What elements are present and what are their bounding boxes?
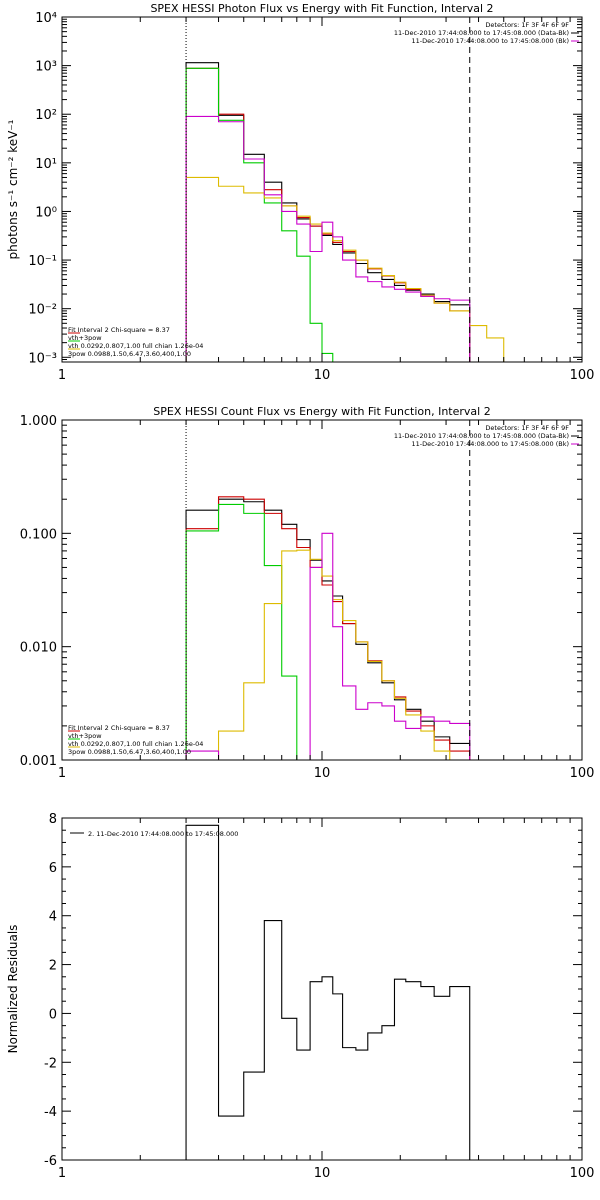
- series-5-line: [185, 115, 471, 362]
- x-tick-label: 10: [314, 368, 331, 383]
- plot-frame: [61, 817, 583, 1161]
- data-series-group: [185, 62, 505, 362]
- x-tick-label: 1: [58, 1166, 66, 1181]
- series-5-line: [185, 532, 471, 760]
- x-tick-label: 10: [314, 1166, 331, 1181]
- y-axis-label: photons s⁻¹ cm⁻² keV⁻¹: [6, 119, 20, 259]
- y-tick-label: 10⁰: [35, 205, 57, 220]
- series-4-line: [217, 549, 451, 760]
- fit-legend-text: vth 0.0292,0.807,1.00 full chian 1.26e-0…: [68, 342, 203, 350]
- y-tick-label: 2: [49, 959, 57, 974]
- y-tick-label: 4: [49, 910, 57, 925]
- y-tick-label: -4: [44, 1105, 57, 1120]
- series-3-line: [185, 67, 334, 362]
- y-tick-label: 10¹: [35, 157, 57, 172]
- x-tick-label: 100: [570, 766, 595, 781]
- legend-text: 11-Dec-2010 17:44:08.000 to 17:45:08.000…: [412, 440, 570, 448]
- fit-legend-text: 3pow 0.0988,1.50,6.47,3.60,400,1.00: [68, 748, 191, 756]
- series-2-line: [185, 67, 471, 362]
- chart-panel-3: Normalized Residuals 1 10 100 -6 -4 -2 0 2 4 6 8 2. …: [6, 812, 594, 1181]
- legend-text: 11-Dec-2010 17:44:08.000 to 17:45:08.000…: [394, 29, 569, 37]
- fit-legend-text: Fit Interval 2 Chi-square = 8.37: [68, 724, 170, 732]
- y-tick-label: 10⁻²: [28, 303, 57, 318]
- y-tick-label: -2: [44, 1056, 57, 1071]
- series-3-line: [185, 503, 298, 760]
- legend-text: 11-Dec-2010 17:44:08.000 to 17:45:08.000…: [412, 37, 570, 45]
- x-tick-label: 100: [570, 1166, 595, 1181]
- legend-text: 11-Dec-2010 17:44:08.000 to 17:45:08.000…: [394, 432, 569, 440]
- y-tick-label: 10³: [35, 60, 57, 75]
- plot-frame: [61, 16, 583, 363]
- x-tick-label: 1: [58, 368, 66, 383]
- legend-text: Detectors: 1F 3F 4F 6F 9F: [485, 21, 569, 29]
- chart-title: SPEX HESSI Count Flux vs Energy with Fit…: [153, 405, 490, 418]
- y-tick-label: 0.010: [20, 641, 57, 656]
- y-tick-label: 6: [49, 861, 57, 876]
- y-tick-label: 1.000: [20, 414, 57, 429]
- x-tick-label: 1: [58, 766, 66, 781]
- fit-legend-text: vth+3pow: [68, 334, 102, 342]
- y-tick-label: 0.001: [20, 754, 57, 769]
- y-tick-label: 10⁻¹: [28, 254, 57, 269]
- legend-text: Detectors: 1F 3F 4F 6F 9F: [485, 424, 569, 432]
- chart-panel-2: SPEX HESSI Count Flux vs Energy with Fit…: [20, 405, 595, 781]
- y-tick-label: 10²: [35, 108, 57, 123]
- series-1-line: [185, 824, 471, 1160]
- series-2-line: [185, 496, 471, 760]
- y-tick-label: 10⁻³: [28, 351, 57, 366]
- fit-legend-text: 3pow 0.0988,1.50,6.47,3.60,400,1.00: [68, 350, 191, 358]
- y-tick-label: -6: [44, 1154, 57, 1169]
- y-axis-label: Normalized Residuals: [6, 925, 20, 1054]
- fit-legend-text: vth+3pow: [68, 732, 102, 740]
- x-tick-label: 100: [570, 368, 595, 383]
- plot-frame: [61, 419, 583, 761]
- y-tick-label: 0.100: [20, 527, 57, 542]
- data-series-group: [185, 496, 471, 760]
- chart-title: SPEX HESSI Photon Flux vs Energy with Fi…: [150, 2, 493, 15]
- legend-text: 2. 11-Dec-2010 17:44:08.000 to 17:45:08.…: [88, 830, 238, 838]
- y-tick-label: 0: [49, 1007, 57, 1022]
- series-1-line: [185, 498, 471, 760]
- series-4-line: [185, 176, 505, 362]
- fit-legend-text: vth 0.0292,0.807,1.00 full chian 1.26e-0…: [68, 740, 203, 748]
- chart-panel-1: SPEX HESSI Photon Flux vs Energy with Fi…: [6, 2, 594, 383]
- y-tick-label: 8: [49, 812, 57, 827]
- fit-legend-text: Fit Interval 2 Chi-square = 8.37: [68, 326, 170, 334]
- series-1-line: [185, 62, 471, 362]
- y-tick-label: 10⁴: [35, 11, 57, 26]
- data-series-group: [185, 824, 471, 1160]
- x-tick-label: 10: [314, 766, 331, 781]
